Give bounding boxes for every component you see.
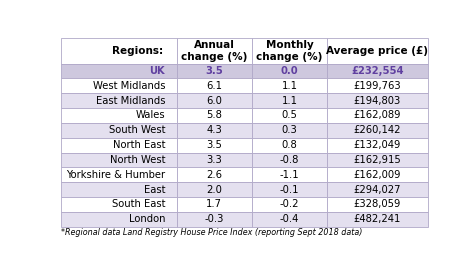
Text: 1.7: 1.7 [206,199,222,210]
Text: -0.2: -0.2 [279,199,299,210]
Bar [61,93,177,108]
Bar [252,123,327,138]
Bar [327,197,427,212]
Text: £328,059: £328,059 [354,199,401,210]
Bar [61,108,177,123]
Bar [252,197,327,212]
Text: Wales: Wales [136,111,165,120]
Bar [61,38,177,64]
Bar [61,78,177,93]
Text: 4.3: 4.3 [207,125,222,135]
Bar [252,93,327,108]
Text: £162,915: £162,915 [353,155,401,165]
Text: -0.8: -0.8 [280,155,299,165]
Text: 6.1: 6.1 [206,81,222,91]
Text: 0.3: 0.3 [281,125,297,135]
Bar [252,182,327,197]
Bar [177,138,252,153]
Bar [177,108,252,123]
Text: £232,554: £232,554 [351,66,404,76]
Bar [327,38,427,64]
Text: North East: North East [113,140,165,150]
Bar [327,108,427,123]
Text: 0.0: 0.0 [280,66,298,76]
Text: Annual
change (%): Annual change (%) [181,40,248,62]
Bar [177,64,252,78]
Text: Yorkshire & Humber: Yorkshire & Humber [66,170,165,180]
Bar [61,197,177,212]
Bar [252,167,327,182]
Bar [327,153,427,167]
Bar [327,167,427,182]
Text: *Regional data Land Registry House Price Index (reporting Sept 2018 data): *Regional data Land Registry House Price… [61,228,363,237]
Text: 0.5: 0.5 [281,111,298,120]
Text: £294,027: £294,027 [354,185,401,195]
Text: 1.1: 1.1 [281,96,298,106]
Text: -0.3: -0.3 [205,214,224,224]
Text: -1.1: -1.1 [279,170,299,180]
Bar [252,38,327,64]
Bar [177,182,252,197]
Text: Average price (£): Average price (£) [326,46,428,56]
Text: Regions:: Regions: [112,46,163,56]
Text: £260,142: £260,142 [354,125,401,135]
Text: 2.0: 2.0 [206,185,222,195]
Bar [177,197,252,212]
Bar [177,78,252,93]
Bar [327,138,427,153]
Bar [327,78,427,93]
Text: £199,763: £199,763 [354,81,401,91]
Bar [252,108,327,123]
Bar [61,138,177,153]
Text: East: East [144,185,165,195]
Bar [61,182,177,197]
Text: Monthly
change (%): Monthly change (%) [256,40,323,62]
Bar [327,182,427,197]
Bar [61,64,177,78]
Text: West Midlands: West Midlands [93,81,165,91]
Text: South West: South West [109,125,165,135]
Bar [252,78,327,93]
Text: £194,803: £194,803 [354,96,401,106]
Bar [327,123,427,138]
Text: South East: South East [112,199,165,210]
Text: UK: UK [149,66,165,76]
Bar [252,138,327,153]
Text: 5.8: 5.8 [206,111,222,120]
Text: £482,241: £482,241 [354,214,401,224]
Text: -0.4: -0.4 [280,214,299,224]
Bar [252,64,327,78]
Text: 2.6: 2.6 [206,170,222,180]
Bar [61,153,177,167]
Bar [177,153,252,167]
Bar [252,212,327,227]
Bar [177,212,252,227]
Text: £162,009: £162,009 [354,170,401,180]
Text: 3.3: 3.3 [207,155,222,165]
Bar [327,93,427,108]
Text: £162,089: £162,089 [354,111,401,120]
Text: 1.1: 1.1 [281,81,298,91]
Text: London: London [129,214,165,224]
Bar [327,64,427,78]
Bar [252,153,327,167]
Text: 3.5: 3.5 [206,66,223,76]
Bar [61,212,177,227]
Bar [177,167,252,182]
Text: North West: North West [109,155,165,165]
Text: 3.5: 3.5 [206,140,222,150]
Bar [177,123,252,138]
Bar [61,123,177,138]
Text: 6.0: 6.0 [206,96,222,106]
Text: £132,049: £132,049 [354,140,401,150]
Text: 0.8: 0.8 [281,140,297,150]
Bar [177,93,252,108]
Text: East Midlands: East Midlands [96,96,165,106]
Bar [327,212,427,227]
Text: -0.1: -0.1 [279,185,299,195]
Bar [61,167,177,182]
Bar [177,38,252,64]
